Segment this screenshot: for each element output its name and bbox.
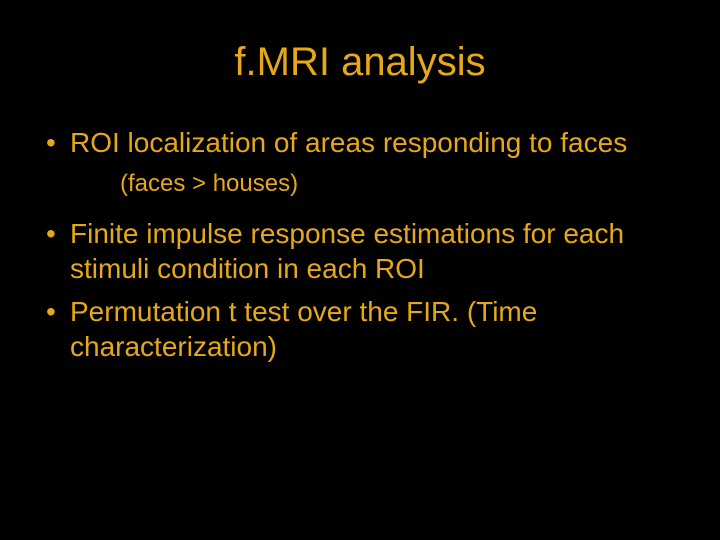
slide: f.MRI analysis ROI localization of areas… bbox=[0, 0, 720, 540]
bullet-item: ROI localization of areas responding to … bbox=[40, 125, 680, 160]
slide-title: f.MRI analysis bbox=[40, 40, 680, 85]
bullet-item: Permutation t test over the FIR. (Time c… bbox=[40, 294, 680, 364]
bullet-list: Finite impulse response estimations for … bbox=[40, 216, 680, 364]
bullet-item: Finite impulse response estimations for … bbox=[40, 216, 680, 286]
bullet-list: ROI localization of areas responding to … bbox=[40, 125, 680, 160]
sub-note: (faces > houses) bbox=[40, 170, 680, 198]
